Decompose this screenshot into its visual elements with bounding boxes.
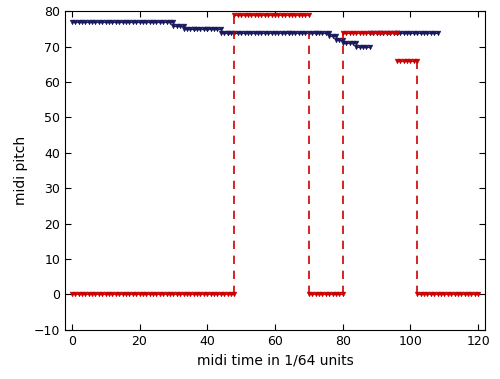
Y-axis label: midi pitch: midi pitch bbox=[14, 136, 28, 205]
X-axis label: midi time in 1/64 units: midi time in 1/64 units bbox=[196, 353, 354, 367]
